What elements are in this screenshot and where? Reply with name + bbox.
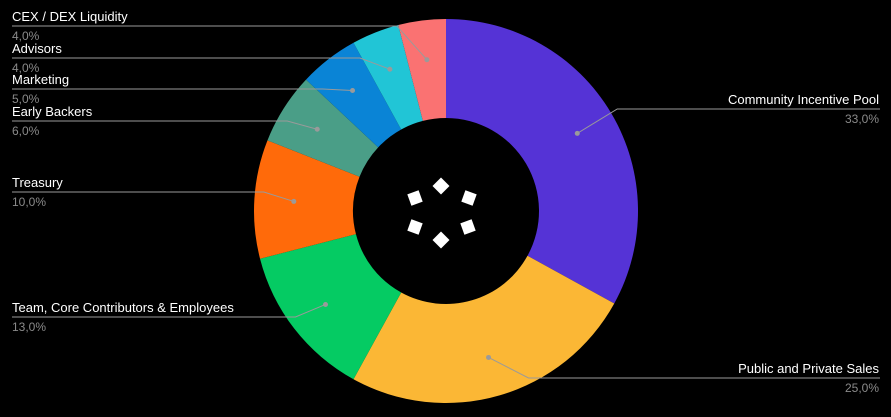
label-cex-dex-liquidity: CEX / DEX Liquidity: [12, 9, 128, 24]
label-advisors: Advisors: [12, 41, 62, 56]
slice-public-and-private-sales: [353, 255, 615, 403]
logo-diamond-icon: [432, 177, 450, 195]
slice-marketing: [306, 42, 402, 148]
value-advisors: 4,0%: [12, 61, 40, 75]
value-early-backers: 6,0%: [12, 124, 40, 138]
leader-advisors: [12, 57, 391, 70]
slice-team-core-contributors-employees: [260, 234, 402, 380]
leader-team-core-contributors-employees: [12, 304, 326, 318]
logo-diamond-icon: [407, 219, 423, 235]
label-community-incentive-pool: Community Incentive Pool: [728, 92, 879, 107]
logo-diamond-icon: [461, 190, 477, 206]
label-early-backers: Early Backers: [12, 104, 93, 119]
logo-diamond-icon: [407, 190, 423, 206]
slice-community-incentive-pool: [446, 19, 638, 304]
value-public-and-private-sales: 25,0%: [845, 381, 879, 395]
label-marketing: Marketing: [12, 72, 69, 87]
value-cex-dex-liquidity: 4,0%: [12, 29, 40, 43]
label-treasury: Treasury: [12, 175, 63, 190]
slice-advisors: [353, 25, 423, 130]
slice-early-backers: [267, 79, 379, 177]
value-community-incentive-pool: 33,0%: [845, 112, 879, 126]
center-logo: [407, 177, 477, 249]
slice-treasury: [254, 140, 360, 259]
value-team-core-contributors-employees: 13,0%: [12, 320, 46, 334]
slice-cex-dex-liquidity: [398, 19, 446, 121]
leader-community-incentive-pool: [577, 108, 880, 134]
value-treasury: 10,0%: [12, 195, 46, 209]
leader-public-and-private-sales: [488, 357, 880, 379]
leader-early-backers: [12, 120, 318, 130]
leader-treasury: [12, 191, 294, 202]
leader-lines: [12, 25, 880, 379]
slice-labels: Community Incentive Pool 33,0% Public and …: [12, 9, 879, 395]
label-public-and-private-sales: Public and Private Sales: [738, 361, 879, 376]
value-marketing: 5,0%: [12, 92, 40, 106]
label-team-core-contributors-employees: Team, Core Contributors & Employees: [12, 300, 234, 315]
leader-cex-dex-liquidity: [12, 25, 428, 61]
leader-marketing: [12, 88, 353, 92]
logo-diamond-icon: [432, 231, 450, 249]
logo-diamond-icon: [460, 219, 476, 235]
donut-slices: [254, 19, 638, 403]
